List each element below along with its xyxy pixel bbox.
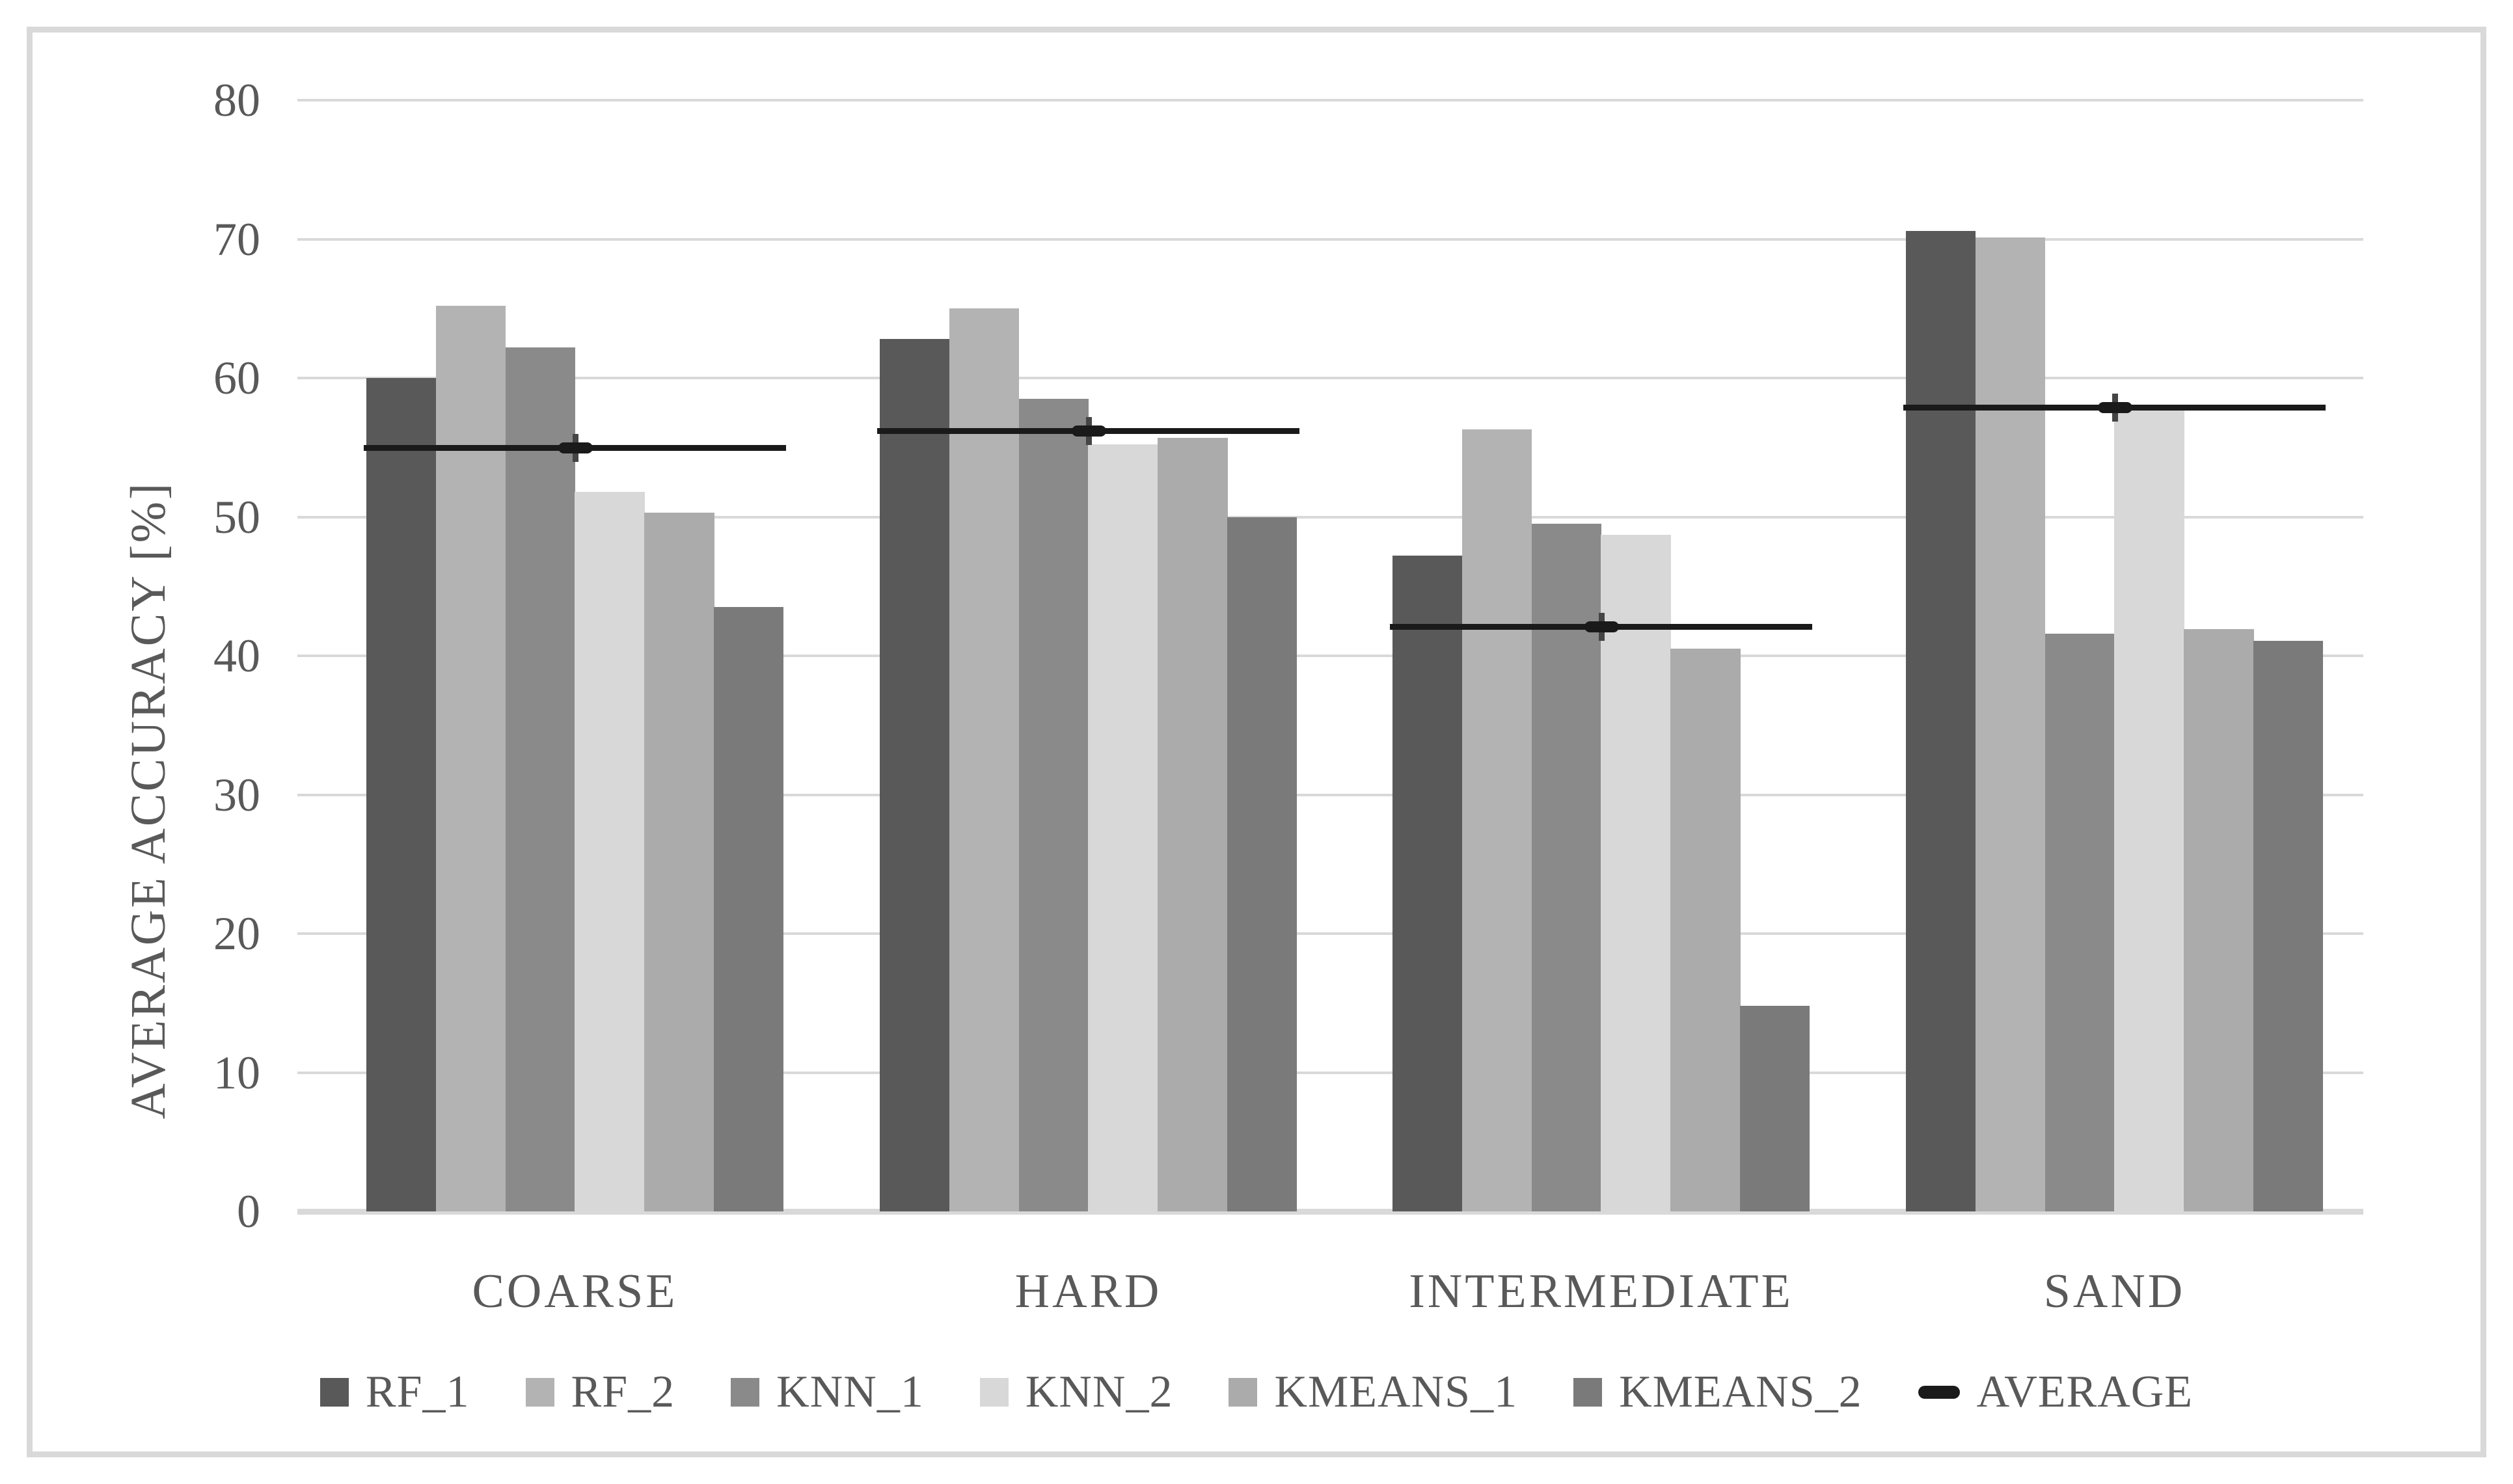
bar-KMEANS_1-HARD <box>1158 437 1228 1211</box>
legend-label: KMEANS_1 <box>1274 1367 1518 1417</box>
legend-item-KMEANS_2: KMEANS_2 <box>1573 1366 1862 1418</box>
legend-item-RF_2: RF_2 <box>525 1366 675 1418</box>
category-label-INTERMEDIATE: INTERMEDIATE <box>1409 1265 1793 1318</box>
legend-swatch-KNN_2 <box>979 1378 1009 1407</box>
legend-swatch-KMEANS_1 <box>1229 1378 1258 1407</box>
bar-RF_2-COARSE <box>435 305 506 1211</box>
y-gridline <box>297 654 2363 657</box>
legend-label: RF_1 <box>365 1367 470 1417</box>
category-label-SAND: SAND <box>2043 1265 2186 1318</box>
legend-label: RF_2 <box>571 1367 675 1417</box>
y-tick-label: 60 <box>213 352 260 404</box>
legend-swatch-KNN_1 <box>731 1378 760 1407</box>
bar-KMEANS_2-COARSE <box>714 607 784 1211</box>
legend-item-KMEANS_1: KMEANS_1 <box>1229 1366 1517 1418</box>
y-tick-label: 40 <box>213 630 260 682</box>
y-tick-label: 80 <box>213 74 260 126</box>
y-gridline <box>297 793 2363 796</box>
legend: RF_1 RF_2 KNN_1 KNN_2 KMEANS_1 KMEANS_2 AVERAG… <box>0 1355 2513 1430</box>
bar-KNN_1-INTERMEDIATE <box>1531 524 1601 1211</box>
y-tick-label: 0 <box>237 1185 260 1237</box>
bar-RF_2-HARD <box>949 308 1020 1211</box>
bar-KMEANS_1-COARSE <box>644 513 714 1211</box>
y-gridline <box>297 377 2363 379</box>
legend-label: KNN_2 <box>1025 1367 1173 1417</box>
legend-swatch-KMEANS_2 <box>1573 1378 1603 1407</box>
y-tick-label: 30 <box>213 768 260 821</box>
bar-RF_2-SAND <box>1975 237 2046 1211</box>
bar-KMEANS_2-INTERMEDIATE <box>1740 1006 1810 1211</box>
y-gridline <box>297 515 2363 519</box>
y-tick-label: 50 <box>213 491 260 543</box>
category-label-COARSE: COARSE <box>472 1265 678 1318</box>
bar-KMEANS_1-SAND <box>2184 629 2254 1211</box>
legend-dash-average <box>1918 1386 1960 1399</box>
legend-swatch-RF_1 <box>319 1378 349 1407</box>
y-tick-label: 10 <box>213 1046 260 1099</box>
bar-RF_1-INTERMEDIATE <box>1392 556 1463 1211</box>
average-plus-marker-HARD <box>1071 417 1106 446</box>
average-plus-marker-INTERMEDIATE <box>1584 613 1619 641</box>
legend-item-RF_1: RF_1 <box>319 1366 470 1418</box>
bar-KMEANS_1-INTERMEDIATE <box>1670 649 1741 1211</box>
average-marker-dash <box>2097 401 2132 413</box>
average-marker-dash <box>558 442 593 453</box>
bar-RF_1-SAND <box>1906 230 1976 1211</box>
bar-KNN_2-COARSE <box>575 492 645 1211</box>
legend-swatch-RF_2 <box>525 1378 554 1407</box>
legend-item-KNN_1: KNN_1 <box>731 1366 924 1418</box>
legend-item-AVERAGE: AVERAGE <box>1918 1366 2193 1418</box>
legend-label: AVERAGE <box>1976 1367 2194 1417</box>
y-gridline <box>297 99 2363 101</box>
bar-KNN_1-COARSE <box>505 347 575 1211</box>
y-gridline <box>297 932 2363 935</box>
legend-label: KMEANS_2 <box>1619 1367 1862 1417</box>
bar-KMEANS_2-SAND <box>2253 640 2324 1211</box>
bar-KNN_1-HARD <box>1018 399 1089 1211</box>
bar-RF_2-INTERMEDIATE <box>1461 429 1532 1211</box>
average-marker-dash <box>1584 621 1619 633</box>
average-plus-marker-COARSE <box>558 433 593 462</box>
bar-KNN_2-INTERMEDIATE <box>1601 535 1671 1211</box>
bar-KNN_2-HARD <box>1088 444 1158 1211</box>
bar-RF_1-COARSE <box>366 378 437 1211</box>
y-gridline <box>297 237 2363 241</box>
legend-item-KNN_2: KNN_2 <box>979 1366 1173 1418</box>
bar-RF_1-HARD <box>880 339 950 1211</box>
average-plus-marker-SAND <box>2097 393 2132 422</box>
bar-KNN_2-SAND <box>2114 408 2184 1211</box>
category-label-HARD: HARD <box>1014 1265 1162 1318</box>
legend-label: KNN_1 <box>776 1367 924 1417</box>
y-tick-label: 70 <box>213 213 260 265</box>
y-gridline <box>297 1071 2363 1074</box>
x-axis-line <box>297 1209 2363 1215</box>
bar-KNN_1-SAND <box>2044 633 2115 1211</box>
y-tick-label: 20 <box>213 908 260 960</box>
average-marker-dash <box>1071 425 1106 437</box>
bar-KMEANS_2-HARD <box>1227 517 1297 1211</box>
